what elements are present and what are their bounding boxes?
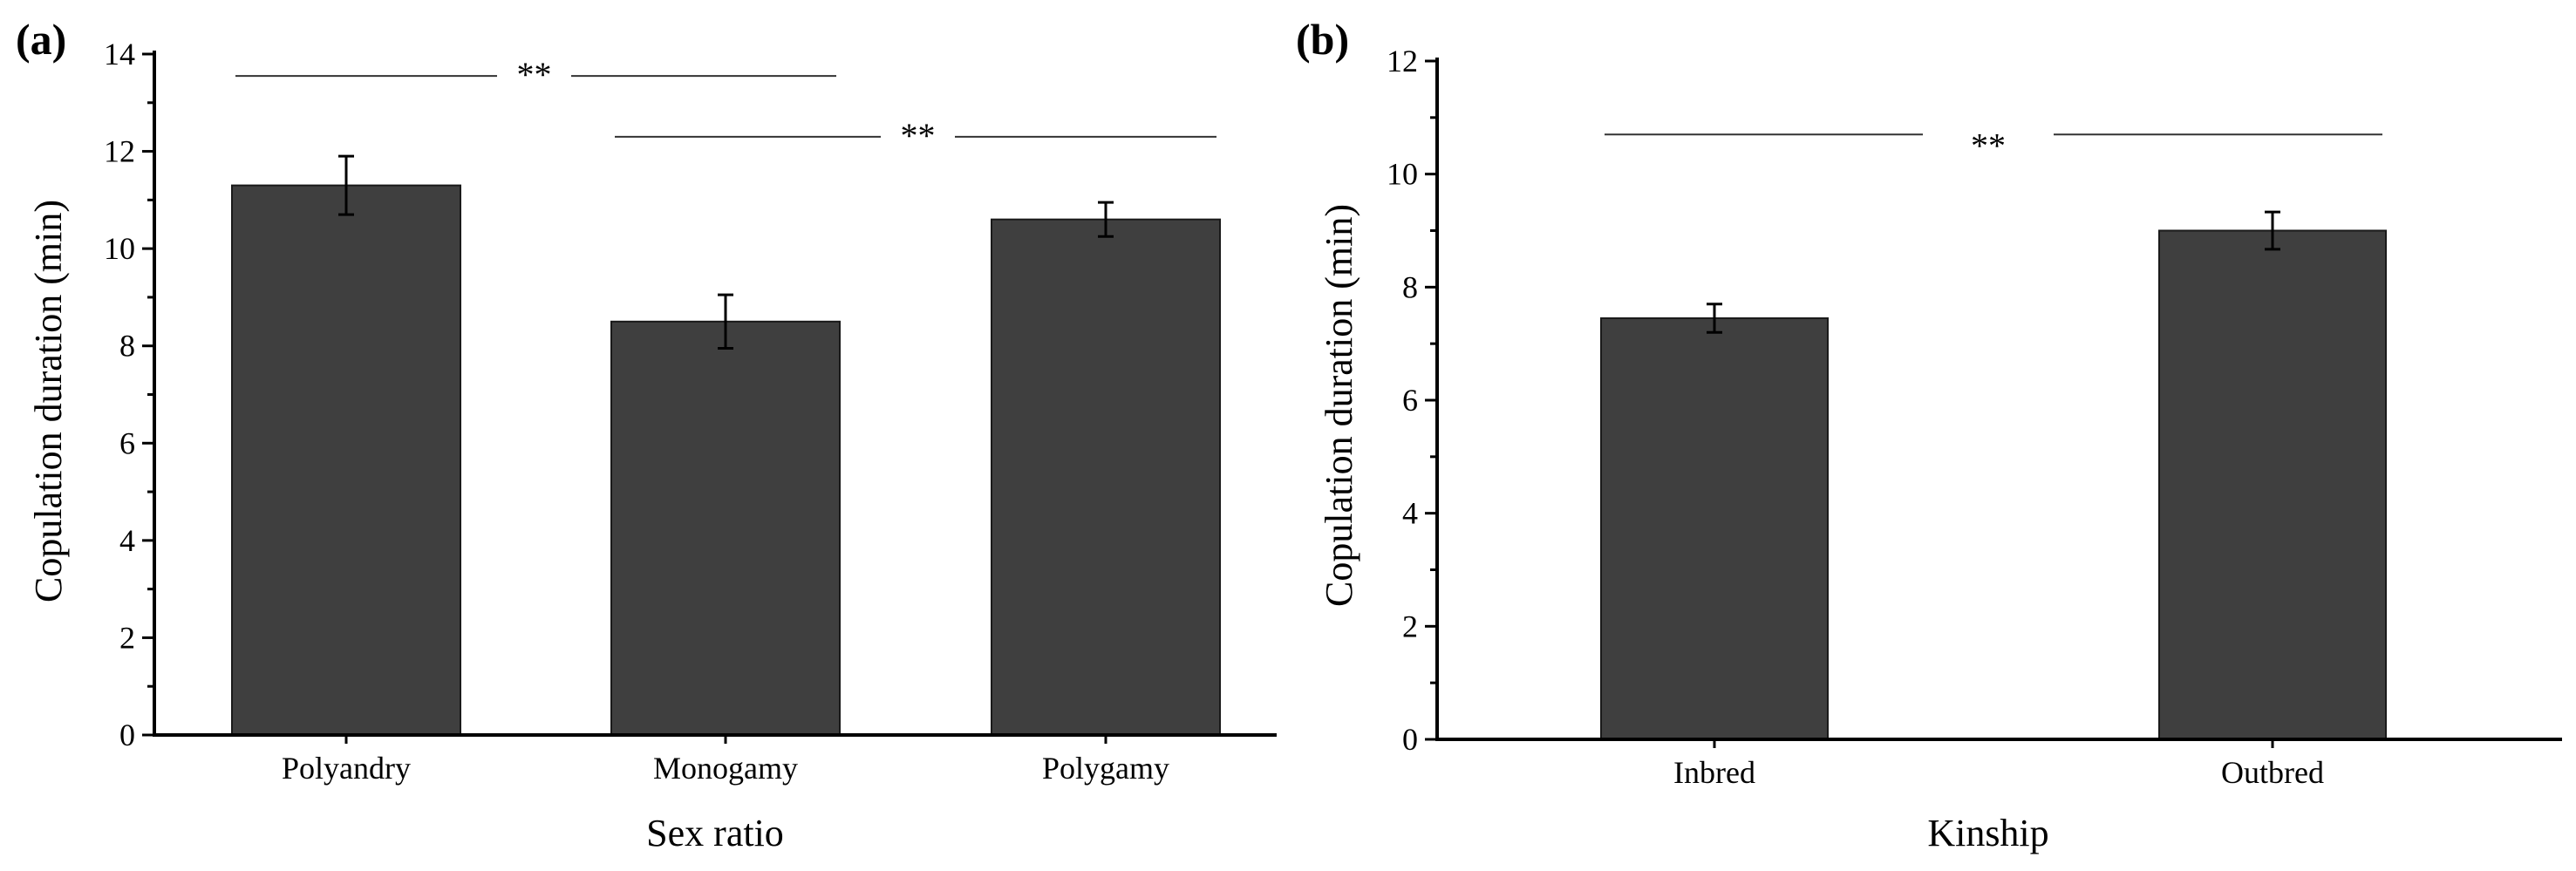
panel-b-error-bars (1707, 210, 2280, 334)
panel-a: (a) Copulation duration (min) Sex ratio … (16, 15, 1277, 854)
panel-b-axes (1435, 58, 2562, 748)
y-tick-label: 2 (1402, 609, 1418, 643)
panel-a-significance: ** ** (235, 55, 1216, 155)
panel-b-x-axis-title: Kinship (1927, 812, 2048, 854)
bar-outbred (2158, 229, 2387, 740)
significance-label: ** (901, 116, 936, 155)
x-tick-label: Inbred (1673, 755, 1755, 790)
y-tick-label: 14 (104, 37, 135, 71)
bar-polyandry (231, 184, 461, 737)
y-tick-label: 4 (119, 523, 135, 558)
y-tick-label: 12 (1387, 44, 1418, 78)
y-tick-label: 12 (104, 134, 135, 169)
x-tick-label: Outbred (2221, 755, 2324, 790)
y-tick-label: 0 (119, 718, 135, 752)
panel-a-y-axis-title: Copulation duration (min) (27, 200, 70, 602)
y-tick-label: 6 (119, 425, 135, 460)
bar-monogamy (610, 320, 841, 736)
x-tick-label: Polygamy (1042, 751, 1169, 786)
x-tick-label: Polyandry (282, 751, 411, 786)
y-tick-label: 0 (1402, 722, 1418, 757)
y-tick-label: 10 (104, 231, 135, 266)
y-tick-label: 8 (119, 329, 135, 364)
panel-b-y-ticks: 0 2 4 6 8 10 12 (1387, 44, 1437, 757)
y-tick-label: 2 (119, 620, 135, 655)
panel-b-y-axis-title: Copulation duration (min) (1318, 204, 1360, 607)
panel-b-bars (1600, 229, 2387, 740)
panel-a-bars (231, 184, 1221, 737)
panel-b-significance: ** (1605, 126, 2382, 165)
panel-a-x-tick-labels: Polyandry Monogamy Polygamy (282, 751, 1169, 786)
bar-inbred (1600, 316, 1829, 740)
panel-a-label: (a) (16, 15, 66, 64)
panel-b-label: (b) (1296, 15, 1349, 64)
panel-a-x-axis-title: Sex ratio (646, 812, 784, 854)
panel-a-axes (153, 51, 1277, 744)
panel-b: (b) Copulation duration (min) Kinship 0 2… (1296, 15, 2562, 854)
y-tick-label: 4 (1402, 496, 1418, 531)
significance-label: ** (517, 55, 552, 94)
panel-b-x-tick-labels: Inbred Outbred (1673, 755, 2324, 790)
panel-a-y-ticks: 0 2 4 6 8 10 12 14 (104, 37, 154, 752)
panel-a-error-bars (338, 154, 1114, 350)
x-tick-label: Monogamy (653, 751, 798, 786)
significance-label: ** (1971, 126, 2006, 165)
y-tick-label: 6 (1402, 383, 1418, 418)
y-tick-label: 10 (1387, 157, 1418, 192)
bar-polygamy (991, 218, 1221, 736)
y-tick-label: 8 (1402, 269, 1418, 304)
